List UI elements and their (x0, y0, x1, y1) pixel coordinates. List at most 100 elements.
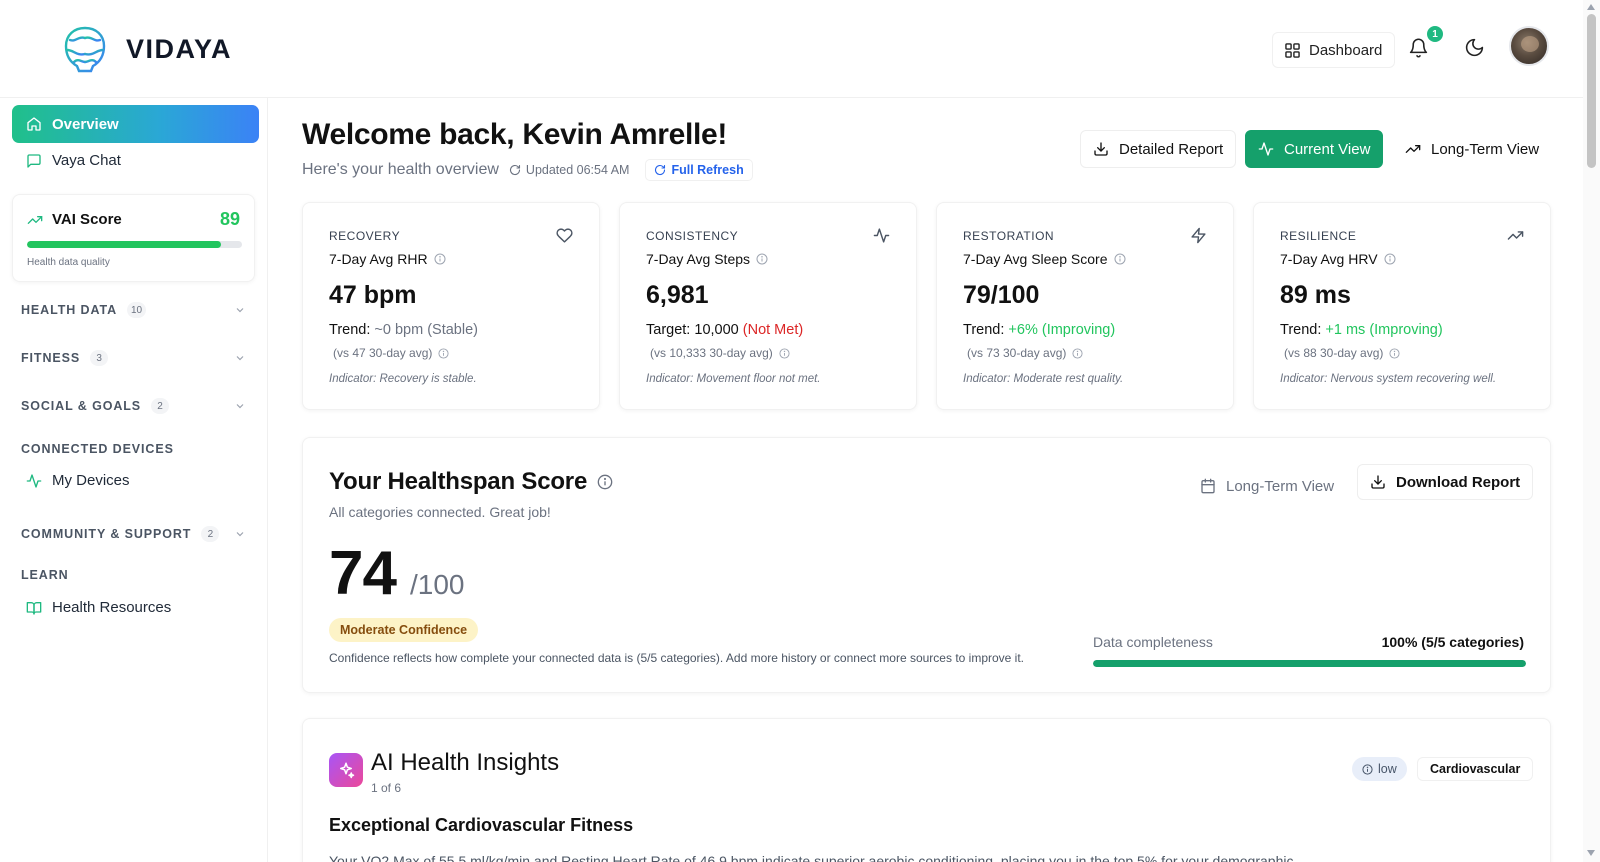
app-logo[interactable]: VIDAYA (58, 22, 232, 76)
trend-status: (Not Met) (742, 322, 804, 338)
activity-icon (873, 228, 890, 243)
long-term-view-label: Long-Term View (1431, 140, 1540, 158)
trend-prefix: Target: (646, 322, 691, 338)
info-icon[interactable] (779, 347, 790, 359)
trend-prefix: Trend: (963, 322, 1005, 338)
current-view-button[interactable]: Current View (1245, 130, 1384, 168)
user-avatar[interactable] (1509, 26, 1549, 66)
dashboard-button[interactable]: Dashboard (1272, 32, 1396, 68)
notifications-button[interactable] (1408, 37, 1429, 59)
long-term-view-button[interactable]: Long-Term View (1392, 130, 1553, 168)
scroll-thumb[interactable] (1587, 14, 1596, 168)
chevron-down-icon (236, 532, 244, 537)
healthspan-long-term-button[interactable]: Long-Term View (1200, 471, 1334, 501)
metric-label-text: 7-Day Avg RHR (329, 251, 428, 267)
download-report-button[interactable]: Download Report (1357, 464, 1534, 500)
theme-toggle-button[interactable] (1464, 37, 1485, 58)
info-icon[interactable] (434, 253, 446, 265)
section-connected-devices: CONNECTED DEVICES (21, 442, 174, 456)
section-label: COMMUNITY & SUPPORT (21, 527, 192, 541)
healthspan-title-text: Your Healthspan Score (329, 468, 588, 495)
sidebar-item-label: Overview (52, 115, 119, 133)
detailed-report-button[interactable]: Detailed Report (1080, 130, 1237, 168)
sidebar-item-label: Vaya Chat (52, 152, 121, 169)
metric-card-resilience[interactable]: RESILIENCE 7-Day Avg HRV 89 ms Trend: +1… (1253, 202, 1551, 410)
data-completeness-value: 100% (5/5 categories) (1381, 634, 1524, 650)
sidebar: Overview Vaya Chat VAI Score 89 Health d… (0, 98, 268, 862)
sidebar-item-my-devices[interactable]: My Devices (26, 472, 130, 489)
long-term-label: Long-Term View (1226, 477, 1335, 495)
healthspan-subtitle: All categories connected. Great job! (329, 504, 551, 520)
ai-insights-title: AI Health Insights (371, 749, 560, 776)
section-fitness[interactable]: FITNESS 3 (21, 350, 246, 366)
info-icon[interactable] (597, 474, 613, 490)
section-social-goals[interactable]: SOCIAL & GOALS 2 (21, 398, 246, 414)
full-refresh-button[interactable]: Full Refresh (645, 159, 753, 181)
sidebar-item-overview[interactable]: Overview (12, 105, 259, 143)
vai-title-label: VAI Score (52, 211, 122, 228)
ai-insights-counter: 1 of 6 (371, 781, 402, 795)
current-view-label: Current View (1284, 140, 1371, 158)
metric-value: 79/100 (963, 281, 1040, 309)
vai-score-card[interactable]: VAI Score 89 Health data quality (12, 194, 255, 282)
confidence-note: Confidence reflects how complete your co… (329, 651, 1025, 665)
priority-label: low (1378, 762, 1397, 776)
metric-trend: Trend: +1 ms (Improving) (1280, 322, 1443, 338)
heart-icon (556, 228, 573, 243)
metric-value: 47 bpm (329, 281, 417, 309)
scroll-up-arrow[interactable] (1587, 4, 1595, 10)
scroll-down-arrow[interactable] (1587, 850, 1595, 856)
metric-category: RESTORATION (963, 229, 1055, 243)
download-icon (1094, 142, 1108, 156)
page-scrollbar[interactable] (1583, 0, 1600, 862)
metric-label: 7-Day Avg Steps (646, 251, 768, 267)
info-icon[interactable] (756, 253, 768, 265)
updated-label: Updated 06:54 AM (525, 163, 630, 177)
section-community-support[interactable]: COMMUNITY & SUPPORT 2 (21, 526, 246, 542)
metric-label-text: 7-Day Avg Sleep Score (963, 251, 1108, 267)
trending-up-icon (1507, 231, 1524, 240)
info-icon[interactable] (1072, 347, 1083, 359)
info-icon[interactable] (1384, 253, 1396, 265)
metric-trend: Trend: +6% (Improving) (963, 322, 1115, 338)
section-count-badge: 3 (90, 350, 109, 366)
home-icon (27, 117, 41, 131)
comparison-text: (vs 47 30-day avg) (333, 346, 433, 360)
metric-card-consistency[interactable]: CONSISTENCY 7-Day Avg Steps 6,981 Target… (619, 202, 917, 410)
metric-label: 7-Day Avg HRV (1280, 251, 1396, 267)
info-icon[interactable] (1114, 253, 1126, 265)
info-icon[interactable] (438, 347, 449, 359)
priority-badge: low (1352, 757, 1407, 781)
section-count-badge: 2 (201, 526, 220, 542)
metric-indicator: Indicator: Recovery is stable. (329, 373, 477, 385)
trend-value: 10,000 (694, 322, 739, 338)
healthspan-score-card: Your Healthspan Score All categories con… (302, 437, 1551, 693)
updated-timestamp: Updated 06:54 AM (509, 163, 630, 177)
section-health-data[interactable]: HEALTH DATA 10 (21, 302, 246, 318)
metric-label: 7-Day Avg Sleep Score (963, 251, 1126, 267)
metric-card-restoration[interactable]: RESTORATION 7-Day Avg Sleep Score 79/100… (936, 202, 1234, 410)
metric-category: RECOVERY (329, 229, 401, 243)
brain-logo-icon (64, 26, 106, 73)
detailed-report-label: Detailed Report (1119, 140, 1224, 158)
metric-card-recovery[interactable]: RECOVERY 7-Day Avg RHR 47 bpm Trend: ~0 … (302, 202, 600, 410)
metric-value: 89 ms (1280, 281, 1351, 309)
activity-icon (26, 473, 42, 488)
refresh-icon (509, 164, 520, 176)
sidebar-item-label: My Devices (52, 472, 130, 489)
moon-icon (1465, 38, 1484, 57)
page-subtitle-row: Here's your health overview Updated 06:5… (302, 159, 753, 181)
download-report-label: Download Report (1396, 473, 1521, 491)
section-learn: LEARN (21, 568, 69, 582)
sidebar-item-health-resources[interactable]: Health Resources (26, 599, 171, 616)
notification-badge: 1 (1427, 26, 1443, 42)
sparkles-icon (329, 753, 363, 787)
info-icon[interactable] (1389, 347, 1400, 359)
sidebar-item-vaya-chat[interactable]: Vaya Chat (26, 152, 121, 169)
insight-body: Your VO2 Max of 55.5 ml/kg/min and Resti… (329, 853, 1298, 862)
ai-insights-card: AI Health Insights 1 of 6 low Cardiovasc… (302, 718, 1551, 862)
healthspan-title: Your Healthspan Score (329, 468, 613, 496)
vai-quality-label: Health data quality (27, 257, 110, 268)
section-label: FITNESS (21, 351, 81, 365)
download-icon (1371, 475, 1385, 489)
